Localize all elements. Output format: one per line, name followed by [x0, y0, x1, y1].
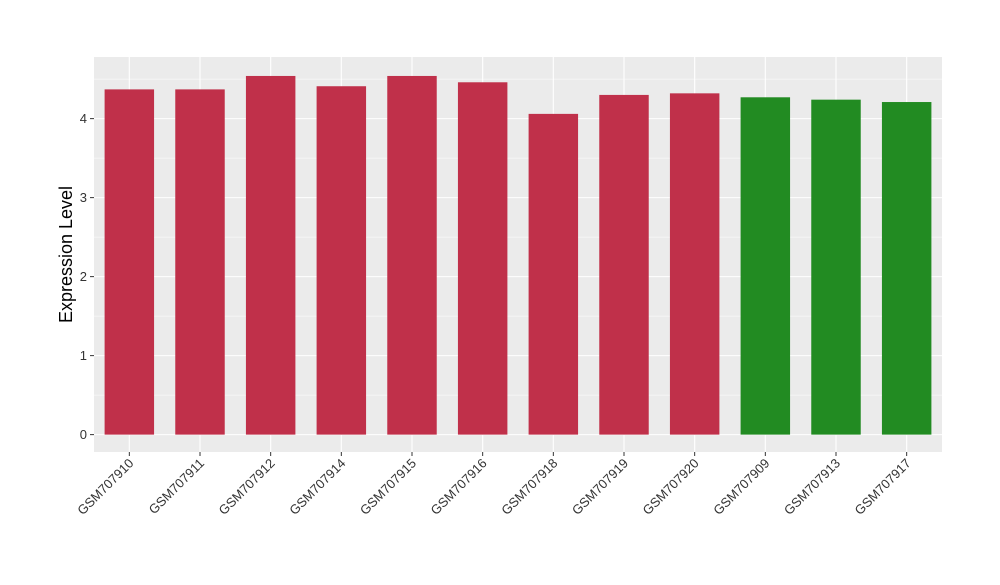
x-tick-label: GSM707915: [357, 456, 419, 518]
bar-GSM707913: [811, 99, 861, 435]
bar-GSM707909: [740, 97, 791, 435]
y-axis-title: Expression Level: [56, 186, 76, 323]
x-tick-label: GSM707909: [710, 456, 772, 518]
x-tick-label: GSM707916: [428, 456, 490, 518]
x-axis: GSM707910 GSM707911 GSM707912 GSM707914 GSM7…: [74, 452, 914, 518]
y-tick-label: 1: [80, 348, 87, 363]
bar-GSM707916: [457, 82, 508, 435]
bar-GSM707912: [245, 75, 296, 435]
bars: [104, 75, 932, 435]
bar-GSM707920: [669, 93, 720, 435]
x-tick-label: GSM707920: [640, 456, 702, 518]
bar-GSM707911: [175, 89, 225, 435]
x-tick-label: GSM707919: [569, 456, 631, 518]
x-tick-label: GSM707913: [781, 456, 843, 518]
bar-GSM707914: [316, 86, 367, 435]
x-tick-label: GSM707914: [286, 456, 348, 518]
bar-GSM707915: [387, 75, 437, 435]
bar-GSM707918: [528, 113, 579, 435]
y-tick-label: 4: [80, 111, 87, 126]
bar-GSM707917: [881, 102, 932, 435]
x-tick-label: GSM707912: [216, 456, 278, 518]
bar-GSM707910: [104, 89, 155, 435]
x-tick-label: GSM707910: [74, 456, 136, 518]
x-tick-label: GSM707911: [146, 456, 208, 518]
y-tick-label: 0: [80, 427, 87, 442]
bar-GSM707919: [599, 94, 649, 435]
x-tick-label: GSM707918: [498, 456, 560, 518]
y-tick-label: 2: [80, 269, 87, 284]
y-tick-label: 3: [80, 190, 87, 205]
plot-panel: [94, 57, 942, 452]
x-tick-label: GSM707917: [852, 456, 914, 518]
y-axis: 0 1 2 3 4: [80, 111, 94, 442]
